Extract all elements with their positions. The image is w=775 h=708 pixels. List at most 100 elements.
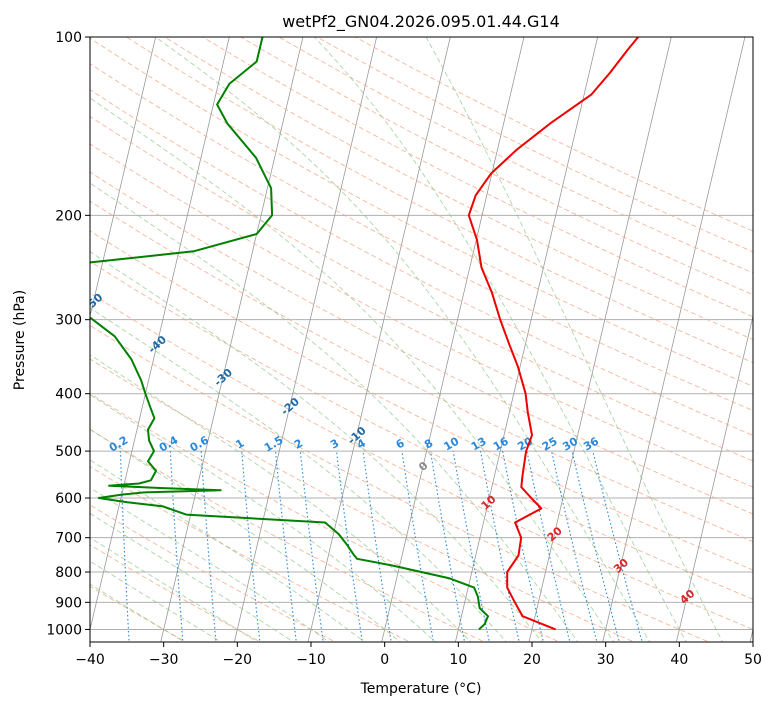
x-axis-label: Temperature (°C) bbox=[360, 681, 482, 697]
isotherm-line bbox=[675, 314, 753, 642]
isotherm-label: -40 bbox=[146, 333, 170, 356]
x-tick-label: 30 bbox=[597, 652, 615, 668]
dry-adiabat bbox=[90, 115, 753, 462]
mixing-ratio-label: 6 bbox=[394, 436, 407, 451]
dry-adiabat bbox=[90, 260, 753, 600]
mixing-ratio-line bbox=[74, 451, 79, 644]
x-tick-label: 40 bbox=[670, 652, 688, 668]
temperature-line bbox=[467, 37, 639, 631]
y-tick-label: 700 bbox=[55, 531, 82, 547]
x-axis-ticks: −40 −30 −20 −10 0 10 20 30 40 50 bbox=[75, 642, 762, 668]
dry-adiabat bbox=[90, 200, 753, 543]
isotherm-line bbox=[381, 37, 525, 642]
pressure-gridlines bbox=[90, 37, 753, 630]
isotherm-line bbox=[307, 37, 451, 642]
mixing-ratio-line bbox=[241, 451, 261, 642]
isotherm-line bbox=[160, 37, 304, 642]
mixing-ratio-label: 2 bbox=[292, 437, 305, 452]
moist-adiabat bbox=[90, 560, 222, 642]
dry-adiabat bbox=[163, 37, 753, 340]
mixing-ratio-line bbox=[200, 451, 217, 642]
y-tick-label: 900 bbox=[55, 595, 82, 611]
dry-adiabat bbox=[278, 37, 753, 274]
isotherm-line bbox=[90, 37, 157, 318]
x-tick-label: −20 bbox=[223, 652, 253, 668]
dry-adiabat bbox=[90, 466, 412, 642]
isotherm-label: -20 bbox=[278, 395, 302, 418]
moist-adiabat bbox=[90, 307, 508, 642]
moist-adiabat bbox=[90, 459, 366, 642]
x-tick-label: 50 bbox=[744, 652, 762, 668]
moist-adiabat bbox=[90, 182, 579, 642]
mixing-ratio-lines bbox=[74, 450, 643, 644]
isotherm-line bbox=[454, 37, 599, 642]
y-tick-label: 100 bbox=[55, 30, 82, 46]
moist-adiabats bbox=[90, 37, 724, 642]
mixing-ratio-line bbox=[274, 451, 297, 642]
moist-adiabat bbox=[90, 251, 543, 642]
x-tick-label: −40 bbox=[75, 652, 105, 668]
dry-adiabat bbox=[90, 428, 486, 642]
dry-adiabat bbox=[90, 324, 710, 642]
dewpoint-line bbox=[90, 37, 489, 631]
mixing-ratio-line bbox=[526, 450, 571, 642]
mixing-ratio-line bbox=[362, 451, 392, 642]
dry-adiabat bbox=[90, 292, 753, 630]
mixing-ratio-line bbox=[571, 450, 620, 642]
isotherm-label: -30 bbox=[212, 366, 236, 389]
mixing-ratio-line bbox=[592, 450, 643, 642]
mixing-ratio-line bbox=[502, 450, 544, 642]
dry-adiabat bbox=[90, 37, 753, 387]
mixing-ratio-label: 3 bbox=[328, 437, 341, 452]
chart-title: wetPf2_GN04.2026.095.01.44.G14 bbox=[282, 12, 560, 32]
moist-adiabat bbox=[90, 487, 330, 642]
isotherm-label: 40 bbox=[677, 587, 697, 607]
mixing-ratio-line bbox=[429, 451, 466, 642]
y-tick-label: 600 bbox=[55, 491, 82, 507]
isotherms bbox=[90, 37, 753, 642]
y-tick-label: 300 bbox=[55, 313, 82, 329]
isotherm-label: 10 bbox=[479, 492, 499, 512]
mixing-ratio-line bbox=[169, 451, 184, 642]
moist-adiabat bbox=[90, 394, 437, 642]
y-tick-label: 400 bbox=[55, 387, 82, 403]
y-tick-label: 800 bbox=[55, 565, 82, 581]
y-axis-label: Pressure (hPa) bbox=[12, 290, 28, 390]
dry-adiabat bbox=[316, 37, 753, 253]
dry-adiabat bbox=[90, 393, 561, 642]
isotherm-label: 0 bbox=[416, 459, 431, 474]
y-tick-label: 500 bbox=[55, 444, 82, 460]
moist-adiabat bbox=[90, 583, 186, 642]
moist-adiabat bbox=[90, 428, 401, 642]
dry-adiabat bbox=[125, 37, 753, 364]
mixing-ratio-line bbox=[479, 450, 520, 642]
isotherm-label: 30 bbox=[611, 556, 631, 576]
dry-adiabat bbox=[90, 585, 187, 642]
x-tick-label: 0 bbox=[380, 652, 389, 668]
x-tick-label: −10 bbox=[296, 652, 326, 668]
dry-adiabat bbox=[90, 89, 753, 436]
isotherm-label: -50 bbox=[82, 291, 106, 314]
y-axis-ticks: 1000 900 800 700 600 500 400 300 200 100 bbox=[46, 30, 90, 638]
moist-adiabat bbox=[313, 37, 687, 642]
dry-adiabat bbox=[90, 171, 753, 515]
mixing-ratio-line bbox=[401, 451, 435, 642]
isotherm-line bbox=[602, 37, 746, 642]
dry-adiabat bbox=[90, 504, 337, 642]
isotherm-label: -60 bbox=[22, 234, 46, 257]
y-tick-label: 1000 bbox=[46, 622, 82, 638]
plot-frame bbox=[89, 36, 754, 643]
dry-adiabat bbox=[90, 358, 636, 642]
moist-adiabat bbox=[90, 97, 615, 642]
dry-adiabat bbox=[90, 230, 753, 571]
dry-adiabat bbox=[90, 143, 753, 488]
dry-adiabats bbox=[90, 37, 753, 642]
mixing-ratio-line bbox=[452, 451, 490, 642]
moist-adiabat bbox=[154, 37, 651, 642]
mixing-ratio-line bbox=[551, 450, 598, 642]
moist-adiabat bbox=[425, 37, 724, 642]
plot-area: 0.10.20.40.611.52346810131620253036-100-… bbox=[22, 37, 753, 644]
isotherm-line bbox=[90, 37, 230, 632]
dry-adiabat bbox=[90, 63, 753, 412]
